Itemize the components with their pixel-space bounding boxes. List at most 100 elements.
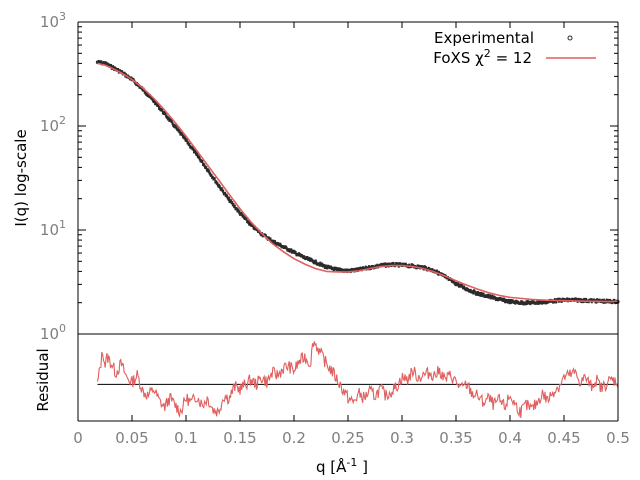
experimental-point	[251, 224, 254, 228]
experimental-datum	[206, 168, 210, 172]
bottom-panel: 0 0.05 0.1 0.15 0.2 0.25 0.3 0.35 0.4 0.45 0.5 Res…	[34, 22, 630, 476]
x-tick-label: 0.15	[223, 429, 256, 447]
x-tick-label: 0.2	[282, 429, 306, 447]
experimental-point	[273, 240, 276, 244]
experimental-point	[489, 294, 492, 298]
experimental-point	[575, 297, 578, 302]
experimental-point	[192, 147, 195, 151]
experimental-point	[124, 73, 127, 77]
experimental-point	[181, 132, 184, 137]
experimental-point	[198, 157, 201, 161]
experimental-point	[590, 298, 593, 302]
experimental-point	[452, 279, 455, 283]
experimental-point	[579, 298, 582, 302]
experimental-point	[158, 106, 161, 110]
top-plot-area	[95, 59, 620, 306]
experimental-point	[264, 234, 267, 238]
experimental-datum	[292, 250, 296, 254]
experimental-point	[386, 262, 389, 266]
x-tick-label: 0.25	[331, 429, 364, 447]
top-y-tick-label: 102	[40, 114, 66, 135]
experimental-datum	[476, 291, 480, 296]
experimental-point	[161, 108, 164, 112]
experimental-datum	[486, 294, 490, 298]
legend: Experimental FoXS χ2 = 12	[433, 29, 596, 67]
experimental-point	[294, 251, 297, 255]
top-y-axis-title: I(q) log-scale	[12, 129, 30, 226]
experimental-point	[123, 71, 126, 76]
residual-line	[96, 341, 619, 419]
experimental-point	[463, 285, 466, 289]
experimental-point	[100, 60, 103, 64]
experimental-point	[397, 262, 400, 267]
experimental-point	[245, 217, 248, 221]
experimental-point	[188, 142, 191, 147]
x-axis-title: q [Å-1 ]	[316, 456, 368, 476]
experimental-point	[503, 298, 506, 302]
experimental-datum	[195, 153, 199, 157]
legend-marker-experimental	[567, 35, 573, 41]
legend-label-fit: FoXS χ2 = 12	[433, 47, 532, 67]
experimental-point	[178, 130, 181, 134]
experimental-datum	[227, 198, 231, 202]
experimental-point	[157, 103, 160, 107]
experimental-point	[392, 261, 395, 266]
experimental-point	[117, 68, 120, 72]
experimental-point	[183, 136, 186, 140]
experimental-datum	[238, 211, 242, 215]
experimental-point	[173, 123, 176, 127]
experimental-point	[233, 204, 236, 208]
experimental-point	[269, 237, 272, 241]
x-tick-label: 0.3	[390, 429, 414, 447]
experimental-point	[555, 300, 558, 304]
experimental-point	[203, 163, 206, 167]
experimental-point	[218, 185, 221, 189]
experimental-point	[566, 297, 569, 301]
experimental-datum	[454, 282, 458, 286]
experimental-point	[308, 256, 311, 261]
experimental-point	[216, 181, 219, 185]
x-tick-label: 0	[73, 429, 83, 447]
experimental-point	[557, 297, 560, 301]
bottom-y-axis-title: Residual	[34, 348, 52, 411]
x-tick-label: 0.4	[498, 429, 522, 447]
experimental-datum	[173, 125, 177, 129]
experimental-point	[321, 262, 324, 266]
experimental-point	[482, 292, 485, 296]
experimental-datum	[335, 268, 339, 272]
experimental-datum	[465, 287, 469, 291]
experimental-point	[290, 248, 293, 252]
experimental-point	[472, 291, 475, 295]
experimental-datum	[324, 265, 328, 269]
legend-label-experimental: Experimental	[434, 29, 534, 47]
experimental-point	[479, 293, 482, 297]
experimental-point	[232, 202, 235, 207]
experimental-datum	[184, 138, 188, 142]
experimental-point	[435, 269, 438, 273]
experimental-point	[318, 263, 321, 267]
experimental-point	[231, 201, 234, 205]
experimental-point	[229, 199, 232, 203]
experimental-point	[170, 120, 173, 124]
experimental-datum	[540, 300, 545, 304]
experimental-point	[524, 302, 527, 306]
x-tick-label: 0.05	[115, 429, 148, 447]
experimental-point	[167, 116, 170, 120]
experimental-datum	[216, 183, 220, 187]
foxs-fit-line	[97, 62, 618, 303]
experimental-datum	[162, 111, 166, 116]
experimental-datum	[508, 299, 512, 304]
top-y-ticks: 100 101 102 103	[40, 10, 618, 343]
experimental-point	[222, 189, 225, 194]
x-tick-label: 0.1	[174, 429, 198, 447]
experimental-point	[224, 191, 227, 196]
experimental-point	[205, 166, 208, 170]
experimental-datum	[519, 301, 523, 305]
top-y-tick-label: 100	[40, 322, 66, 343]
experimental-point	[526, 301, 529, 305]
experimental-point	[323, 264, 326, 268]
experimental-point	[457, 282, 460, 286]
